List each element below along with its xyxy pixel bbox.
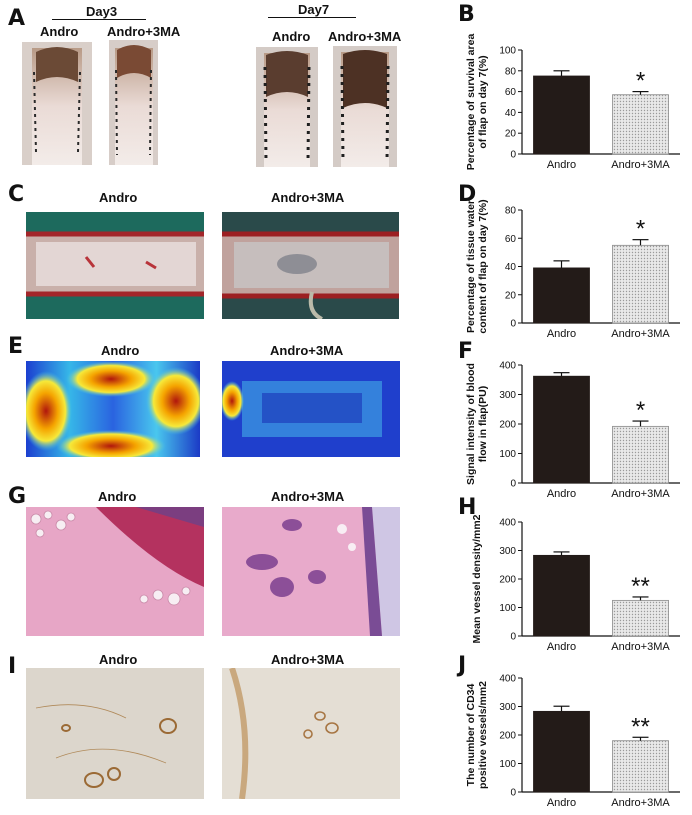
y-tick-label: 0	[510, 150, 516, 161]
category-label: Andro+3MA	[611, 488, 670, 500]
y-tick-label: 200	[499, 575, 516, 586]
group-label-e-1: Andro	[101, 343, 140, 358]
y-tick-label: 80	[505, 206, 517, 217]
y-tick-label: 0	[510, 788, 516, 799]
he-stain-photo-andro3ma	[222, 507, 400, 636]
category-label: Andro+3MA	[611, 641, 670, 653]
y-tick-label: 300	[499, 390, 516, 401]
flap-underside-photo-andro3ma	[222, 212, 399, 319]
y-axis-label: Mean vessel density/mm2	[471, 514, 483, 643]
y-tick-label: 40	[505, 108, 517, 119]
significance-marker: *	[636, 397, 645, 424]
category-label: Andro	[547, 641, 576, 653]
bar-andro	[533, 267, 590, 324]
chart-d: 0 20 40 60 80 Andro Andro+3MA * Percentage of ti…	[465, 199, 680, 340]
y-tick-label: 60	[505, 87, 517, 98]
y-tick-label: 200	[499, 420, 516, 431]
bar-andro-3ma	[612, 94, 669, 155]
group-label-i-1: Andro	[99, 652, 138, 667]
bar-andro-3ma	[612, 425, 669, 484]
day7-label: Day7	[298, 2, 330, 17]
y-tick-label: 100	[499, 46, 516, 57]
y-tick-label: 100	[499, 759, 516, 770]
chart-j: 0 100 200 300 400 Andro Andro+3MA ** The number …	[465, 674, 680, 809]
chart-h: 0 100 200 300 400 Andro Andro+3MA ** Mean vessel…	[471, 514, 680, 653]
flap-photo-day7-andro3ma	[333, 46, 397, 167]
category-label: Andro	[547, 797, 576, 809]
category-label: Andro	[547, 488, 576, 500]
group-label-c-1: Andro	[99, 190, 138, 205]
panel-label-d: D	[458, 182, 477, 207]
panel-label-a: A	[8, 6, 26, 31]
category-label: Andro+3MA	[611, 797, 670, 809]
significance-marker: *	[636, 68, 645, 95]
day3-label: Day3	[86, 4, 118, 19]
bar-andro-3ma	[612, 244, 669, 324]
group-label-g-1: Andro	[98, 489, 137, 504]
flap-photo-day7-andro	[256, 47, 318, 167]
y-tick-label: 60	[505, 234, 517, 245]
y-axis-label: Percentage of tissue watercontent of fla…	[465, 199, 489, 333]
bar-andro-3ma	[612, 740, 669, 793]
panel-label-h: H	[458, 495, 477, 520]
y-tick-label: 0	[510, 632, 516, 643]
group-label-a-4: Andro+3MA	[328, 29, 402, 44]
day7-bracket	[268, 17, 356, 18]
category-label: Andro+3MA	[611, 159, 670, 171]
category-label: Andro+3MA	[611, 328, 670, 340]
bar-andro	[533, 375, 590, 484]
bar-andro-3ma	[612, 599, 669, 637]
bar-andro	[533, 75, 590, 155]
category-label: Andro	[547, 328, 576, 340]
cd34-stain-photo-andro3ma	[222, 668, 400, 799]
y-axis-label: The number of CD34positive vessels/mm2	[465, 681, 489, 789]
significance-marker: **	[631, 713, 650, 740]
y-axis-label: Percentage of survival areaof flap on da…	[465, 34, 489, 171]
panel-label-f: F	[458, 339, 474, 364]
y-tick-label: 20	[505, 290, 517, 301]
panel-label-j: J	[458, 653, 467, 678]
y-tick-label: 0	[510, 319, 516, 330]
y-tick-label: 400	[499, 674, 516, 685]
panel-label-b: B	[458, 2, 475, 27]
y-tick-label: 200	[499, 731, 516, 742]
chart-f: 0 100 200 300 400 Andro Andro+3MA * Signal inten…	[465, 361, 680, 500]
y-axis-label: Signal intensity of bloodflow in flap(PU…	[465, 363, 489, 485]
panel-label-i: I	[8, 654, 17, 679]
category-label: Andro	[547, 159, 576, 171]
panel-label-e: E	[8, 334, 24, 359]
y-tick-label: 20	[505, 129, 517, 140]
bar-andro	[533, 710, 590, 793]
significance-marker: **	[631, 573, 650, 600]
y-tick-label: 80	[505, 66, 517, 77]
y-tick-label: 300	[499, 546, 516, 557]
significance-marker: *	[636, 216, 645, 243]
flap-photo-day3-andro	[22, 42, 92, 165]
he-stain-photo-andro	[26, 507, 204, 636]
chart-b: 0 20 40 60 80 100 Andro Andro+3MA * Percentage of…	[465, 34, 680, 171]
y-tick-label: 400	[499, 361, 516, 372]
panel-label-g: G	[8, 484, 27, 509]
y-tick-label: 100	[499, 603, 516, 614]
y-tick-label: 40	[505, 262, 517, 273]
y-tick-label: 300	[499, 702, 516, 713]
group-label-i-2: Andro+3MA	[271, 652, 345, 667]
bar-andro	[533, 554, 590, 637]
y-tick-label: 400	[499, 518, 516, 529]
group-label-g-2: Andro+3MA	[271, 489, 345, 504]
cd34-stain-photo-andro	[26, 668, 204, 799]
blood-flow-heatmap-andro3ma	[222, 361, 400, 457]
y-tick-label: 100	[499, 449, 516, 460]
flap-underside-photo-andro	[26, 212, 204, 319]
panel-label-c: C	[8, 182, 25, 207]
group-label-a-1: Andro	[40, 24, 79, 39]
group-label-c-2: Andro+3MA	[271, 190, 345, 205]
day3-bracket	[52, 19, 146, 20]
group-label-a-3: Andro	[272, 29, 311, 44]
y-tick-label: 0	[510, 479, 516, 490]
flap-photo-day3-andro3ma	[109, 40, 158, 165]
group-label-a-2: Andro+3MA	[107, 24, 181, 39]
group-label-e-2: Andro+3MA	[270, 343, 344, 358]
blood-flow-heatmap-andro	[26, 361, 200, 457]
